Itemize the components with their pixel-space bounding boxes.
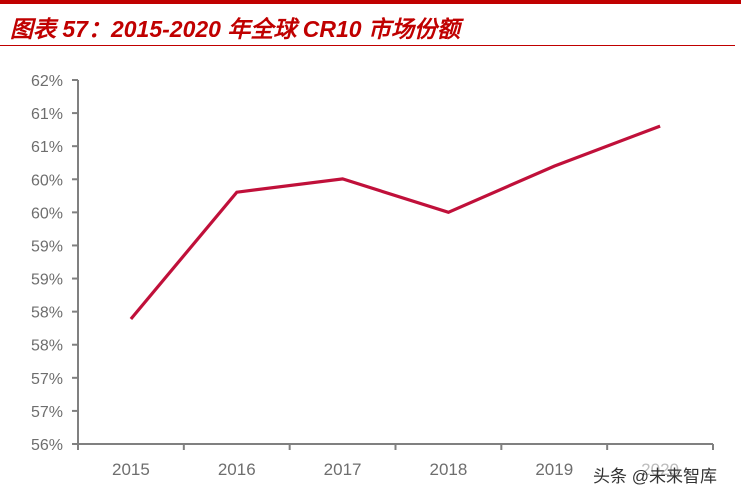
x-tick-label: 2018	[430, 460, 468, 479]
y-tick-label: 60%	[31, 172, 63, 189]
top-accent-bar	[0, 0, 741, 4]
y-tick-label: 58%	[31, 305, 63, 322]
plot-area	[129, 124, 661, 321]
y-axis: 62% 61% 61% 60% 60% 59% 59% 58% 58% 57% 57% 56%	[31, 73, 79, 454]
y-tick-label: 56%	[31, 437, 63, 454]
x-tick-label: 2016	[218, 460, 256, 479]
y-tick-label: 57%	[31, 404, 63, 421]
chart-title: 图表 57：2015-2020 年全球 CR10 市场份额	[10, 16, 460, 42]
series-line	[129, 124, 661, 321]
y-tick-label: 58%	[31, 338, 63, 355]
title-divider	[0, 45, 735, 46]
x-tick-label: 2017	[324, 460, 362, 479]
y-tick-label: 59%	[31, 238, 63, 255]
x-tick-label: 2019	[535, 460, 573, 479]
watermark: 头条 @未来智库	[591, 462, 719, 487]
x-tick-label: 2015	[112, 460, 150, 479]
y-tick-label: 62%	[31, 73, 63, 90]
y-tick-label: 60%	[31, 205, 63, 222]
y-tick-label: 61%	[31, 139, 63, 156]
y-tick-label: 59%	[31, 272, 63, 289]
y-tick-label: 57%	[31, 371, 63, 388]
y-tick-label: 61%	[31, 106, 63, 123]
